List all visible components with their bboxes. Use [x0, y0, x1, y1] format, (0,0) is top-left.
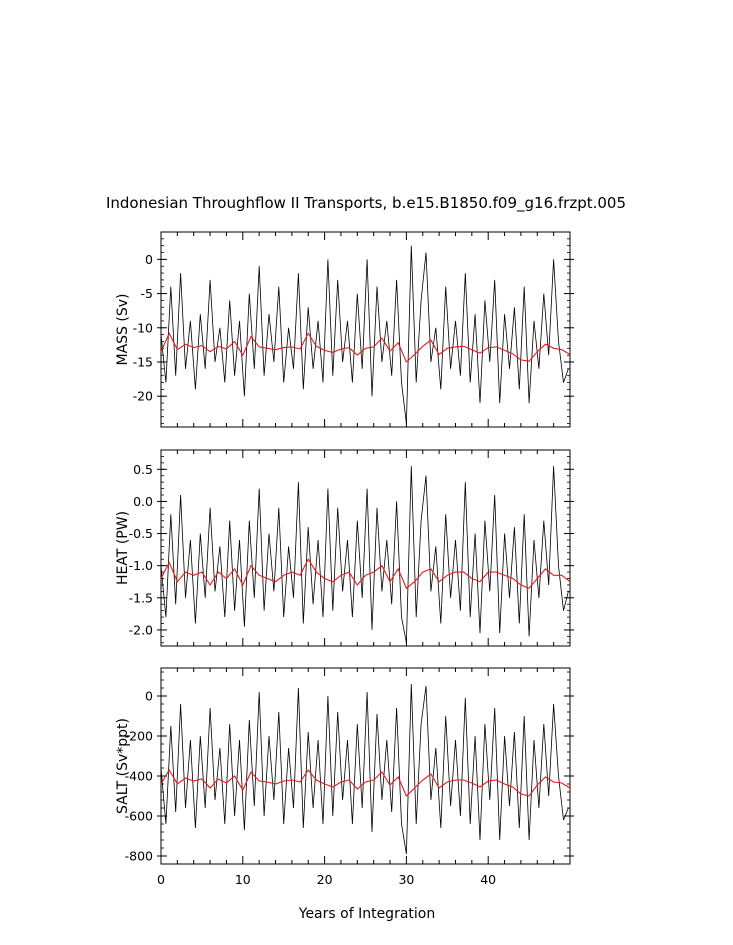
y-axis-label: HEAT (PW): [115, 511, 131, 585]
raw-series-line: [161, 466, 569, 643]
smoothed-series-line: [161, 332, 570, 363]
panel-2: 0.5 0.0 -0.5 -1.0 -1.5 -2.0 HEAT (PW): [115, 449, 574, 647]
y-tick-label: -15: [133, 355, 153, 370]
panel-3: 0 -200 -400 -600 -800 SALT (Sv*ppt) 0 10 20 30 40: [115, 667, 574, 887]
y-tick-label: -1.5: [129, 590, 153, 605]
y-tick-label: -600: [125, 809, 153, 824]
y-axis-label: MASS (Sv): [115, 294, 131, 366]
y-tick-label: -200: [125, 729, 153, 744]
y-axis-label: SALT (Sv*ppt): [115, 718, 131, 814]
y-tick-label: -1.0: [129, 558, 153, 573]
x-tick-label: 40: [480, 872, 496, 887]
panel-1: 0 -5 -10 -15 -20 MASS (Sv): [115, 231, 574, 428]
y-tick-label: 0.0: [133, 494, 153, 509]
plot-frame: [160, 449, 571, 647]
y-tick-label: -5: [141, 286, 153, 301]
x-tick-label: 20: [317, 872, 333, 887]
panels: 0 -5 -10 -15 -20 MASS (Sv) 0.5 0.0 -0.5 -1.0 -1.5 -…: [115, 231, 574, 887]
raw-series-line: [161, 245, 569, 424]
y-tick-label: 0: [145, 252, 153, 267]
y-tick-label: -800: [125, 849, 153, 864]
y-tick-label: -400: [125, 769, 153, 784]
y-tick-label: -0.5: [129, 526, 153, 541]
y-tick-label: -10: [133, 320, 153, 335]
x-axis-label: Years of Integration: [298, 906, 435, 922]
y-tick-label: -2.0: [129, 622, 153, 637]
y-tick-label: -20: [133, 389, 153, 404]
plot-frame: [160, 231, 571, 428]
x-tick-label: 0: [157, 872, 165, 887]
y-tick-label: 0.5: [133, 462, 153, 477]
chart-title: Indonesian Throughflow II Transports, b.…: [106, 194, 626, 213]
plot-frame: [160, 667, 571, 865]
x-tick-label: 10: [235, 872, 251, 887]
y-tick-label: 0: [145, 689, 153, 704]
smoothed-series-line: [161, 558, 570, 590]
raw-series-line: [161, 683, 569, 855]
smoothed-series-line: [161, 768, 570, 797]
x-tick-label: 30: [398, 872, 414, 887]
